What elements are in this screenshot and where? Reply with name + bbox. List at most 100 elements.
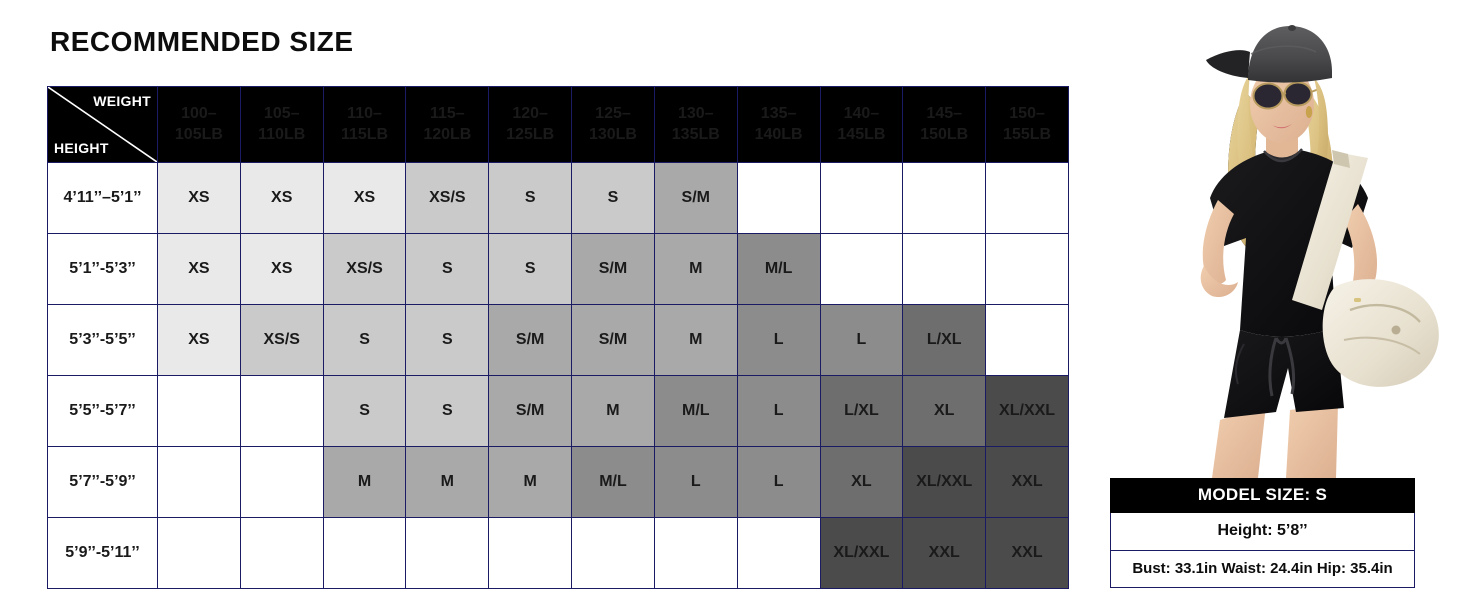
size-cell: S bbox=[405, 304, 490, 376]
size-cell: S/M bbox=[653, 162, 738, 234]
weight-column-header: 120– 125LB bbox=[488, 86, 573, 163]
height-row-header: 5’9’’-5’11’’ bbox=[47, 517, 158, 589]
size-cell: S bbox=[488, 233, 573, 305]
size-cell-empty bbox=[239, 446, 324, 518]
height-row-header: 5’1’’-5’3’’ bbox=[47, 233, 158, 305]
size-cell-empty bbox=[985, 233, 1069, 305]
size-cell-empty bbox=[902, 162, 987, 234]
size-cell-empty bbox=[736, 517, 821, 589]
size-cell: XS bbox=[239, 162, 324, 234]
size-cell: XL/XXL bbox=[902, 446, 987, 518]
size-cell-empty bbox=[157, 517, 241, 589]
size-chart-table: WEIGHT HEIGHT 100– 105LB 105– 110LB 110– 115L… bbox=[47, 86, 1069, 589]
size-cell: L/XL bbox=[819, 375, 904, 447]
size-cell: S bbox=[322, 304, 407, 376]
weight-column-header: 125– 130LB bbox=[571, 86, 655, 163]
corner-header-cell: WEIGHT HEIGHT bbox=[47, 86, 158, 163]
model-illustration bbox=[1100, 0, 1464, 478]
size-cell: XS bbox=[322, 162, 407, 234]
size-cell: XS/S bbox=[405, 162, 490, 234]
weight-column-header: 100– 105LB bbox=[157, 86, 241, 163]
size-cell: XXL bbox=[985, 446, 1069, 518]
size-cell: S bbox=[405, 233, 490, 305]
size-cell: XS bbox=[157, 304, 241, 376]
size-cell-empty bbox=[902, 233, 987, 305]
size-cell: L bbox=[736, 446, 821, 518]
size-cell: M bbox=[571, 375, 655, 447]
earring-icon bbox=[1305, 106, 1313, 118]
size-cell: L bbox=[736, 304, 821, 376]
size-cell-empty bbox=[736, 162, 821, 234]
weight-column-header: 115– 120LB bbox=[405, 86, 490, 163]
size-cell-empty bbox=[819, 233, 904, 305]
size-cell: M bbox=[405, 446, 490, 518]
size-cell: XXL bbox=[902, 517, 987, 589]
weight-column-header: 145– 150LB bbox=[902, 86, 987, 163]
size-cell: XL bbox=[819, 446, 904, 518]
weight-axis-label: WEIGHT bbox=[93, 93, 151, 109]
size-cell: L bbox=[653, 446, 738, 518]
size-cell-empty bbox=[985, 162, 1069, 234]
table-header-row: WEIGHT HEIGHT 100– 105LB 105– 110LB 110– 115L… bbox=[47, 86, 1069, 163]
size-cell-empty bbox=[239, 375, 324, 447]
size-cell: L bbox=[736, 375, 821, 447]
size-cell: M bbox=[322, 446, 407, 518]
drawstring-icon bbox=[1268, 337, 1296, 397]
size-cell: M bbox=[653, 233, 738, 305]
size-cell: M/L bbox=[736, 233, 821, 305]
page-title: RECOMMENDED SIZE bbox=[50, 26, 354, 57]
size-cell-empty bbox=[571, 517, 655, 589]
size-cell: S bbox=[322, 375, 407, 447]
table-body: 4’11’’–5’1’’ XS XS XS XS/S S S S/M 5’1’’-5’3’’ XS… bbox=[47, 162, 1069, 589]
size-cell: XL bbox=[902, 375, 987, 447]
model-size-info-box: MODEL SIZE: S Height: 5’8’’ Bust: 33.1in… bbox=[1110, 478, 1415, 588]
size-cell: XL/XXL bbox=[985, 375, 1069, 447]
size-cell: XS bbox=[157, 233, 241, 305]
size-cell-empty bbox=[488, 517, 573, 589]
size-cell: M/L bbox=[571, 446, 655, 518]
size-cell: M/L bbox=[653, 375, 738, 447]
weight-column-header: 130– 135LB bbox=[653, 86, 738, 163]
size-cell-empty bbox=[985, 304, 1069, 376]
height-row-header: 5’7’’-5’9’’ bbox=[47, 446, 158, 518]
size-cell: L/XL bbox=[902, 304, 987, 376]
size-cell: XS bbox=[239, 233, 324, 305]
table-row: 5’7’’-5’9’’ M M M M/L L L XL XL/XXL XXL bbox=[47, 446, 1069, 518]
size-cell-empty bbox=[239, 517, 324, 589]
height-row-header: 5’3’’-5’5’’ bbox=[47, 304, 158, 376]
model-height-row: Height: 5’8’’ bbox=[1110, 513, 1415, 551]
height-row-header: 4’11’’–5’1’’ bbox=[47, 162, 158, 234]
weight-column-header: 110– 115LB bbox=[322, 86, 407, 163]
size-cell: L bbox=[819, 304, 904, 376]
baseball-cap-icon bbox=[1206, 25, 1332, 83]
size-cell: XXL bbox=[985, 517, 1069, 589]
size-cell-empty bbox=[157, 446, 241, 518]
size-cell: XS bbox=[157, 162, 241, 234]
model-panel: MODEL SIZE: S Height: 5’8’’ Bust: 33.1in… bbox=[1100, 0, 1464, 600]
ring-icon bbox=[1354, 298, 1361, 302]
height-axis-label: HEIGHT bbox=[54, 140, 109, 156]
model-size-heading: MODEL SIZE: S bbox=[1110, 478, 1415, 513]
model-photo bbox=[1100, 0, 1464, 478]
table-row: 5’3’’-5’5’’ XS XS/S S S S/M S/M M L L L/XL bbox=[47, 304, 1069, 376]
size-cell: XL/XXL bbox=[819, 517, 904, 589]
size-chart-table-container: WEIGHT HEIGHT 100– 105LB 105– 110LB 110– 115L… bbox=[47, 86, 1069, 589]
size-cell: S bbox=[571, 162, 655, 234]
table-row: 4’11’’–5’1’’ XS XS XS XS/S S S S/M bbox=[47, 162, 1069, 234]
size-cell: M bbox=[488, 446, 573, 518]
table-row: 5’1’’-5’3’’ XS XS XS/S S S S/M M M/L bbox=[47, 233, 1069, 305]
size-cell-empty bbox=[405, 517, 490, 589]
weight-column-header: 105– 110LB bbox=[239, 86, 324, 163]
table-header: WEIGHT HEIGHT 100– 105LB 105– 110LB 110– 115L… bbox=[47, 86, 1069, 163]
weight-column-header: 135– 140LB bbox=[736, 86, 821, 163]
size-cell: S/M bbox=[571, 233, 655, 305]
weight-column-header: 140– 145LB bbox=[819, 86, 904, 163]
model-measurements-row: Bust: 33.1in Waist: 24.4in Hip: 35.4in bbox=[1110, 551, 1415, 588]
table-row: 5’5’’-5’7’’ S S S/M M M/L L L/XL XL XL/XXL bbox=[47, 375, 1069, 447]
size-cell: S bbox=[405, 375, 490, 447]
size-cell: S/M bbox=[571, 304, 655, 376]
size-cell: M bbox=[653, 304, 738, 376]
size-cell-empty bbox=[157, 375, 241, 447]
table-row: 5’9’’-5’11’’ XL/XXL XXL XXL bbox=[47, 517, 1069, 589]
